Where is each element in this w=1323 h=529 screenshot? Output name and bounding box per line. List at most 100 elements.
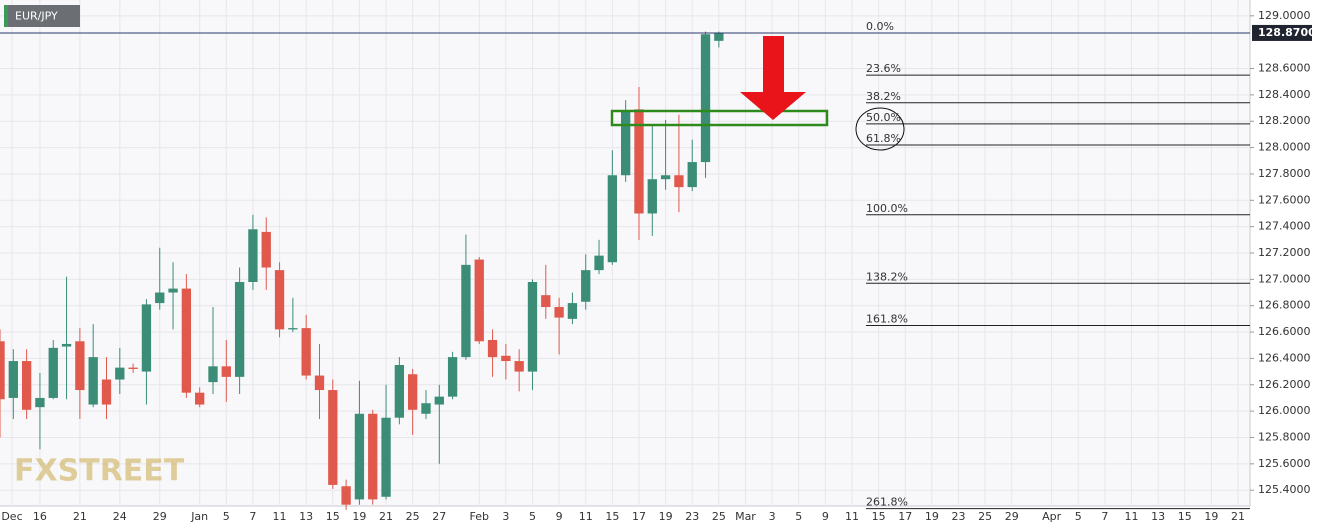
candle-body: [394, 365, 405, 418]
candle-body: [195, 392, 205, 405]
y-tick-label: 126.0000: [1258, 404, 1311, 417]
candle-body: [314, 375, 325, 391]
x-tick-label: 5: [1075, 510, 1082, 523]
candle-body: [581, 270, 591, 302]
candle-body: [714, 32, 724, 41]
candle-body: [61, 343, 72, 347]
x-tick-label: 11: [845, 510, 859, 523]
candle-body: [221, 366, 231, 377]
x-tick-label: 23: [685, 510, 699, 523]
candle-body: [687, 162, 697, 188]
x-tick-label: 11: [273, 510, 287, 523]
candle-body: [368, 413, 378, 500]
fib-label: 138.2%: [866, 270, 908, 283]
candle-body: [700, 34, 711, 163]
candle-body: [288, 328, 298, 330]
down-arrow: [740, 36, 806, 120]
candles: [0, 31, 724, 510]
x-tick-label: 19: [925, 510, 939, 523]
candle-body: [594, 255, 604, 271]
x-tick-label: 9: [556, 510, 563, 523]
fib-label: 261.8%: [866, 496, 908, 509]
overlays: 0.0% 23.6% 38.2% 50.0% 61.8% 100.0% 138.2% 161.…: [0, 20, 1316, 510]
x-tick-label: 25: [712, 510, 726, 523]
candle-body: [461, 264, 471, 358]
y-tick-label: 127.2000: [1258, 246, 1311, 259]
candle-body: [48, 347, 58, 398]
y-tick-label: 126.8000: [1258, 299, 1311, 312]
x-tick-label: 27: [432, 510, 446, 523]
x-tick-label: 9: [822, 510, 829, 523]
candle-body: [541, 295, 551, 308]
x-tick-label: 23: [951, 510, 965, 523]
x-tick-label: 19: [659, 510, 673, 523]
fib-label: 38.2%: [866, 90, 901, 103]
candle-body: [101, 379, 112, 405]
y-tick-label: 125.4000: [1258, 483, 1311, 496]
y-tick-label: 126.6000: [1258, 325, 1311, 338]
price-axis-background: [1250, 0, 1323, 529]
fib-label: 161.8%: [866, 312, 908, 325]
last-price-label: 128.8700: [1258, 26, 1316, 39]
x-tick-label: 24: [113, 510, 127, 523]
y-tick-label: 126.4000: [1258, 351, 1311, 364]
x-tick-label: 25: [978, 510, 992, 523]
candle-body: [621, 112, 631, 176]
x-tick-label: 25: [406, 510, 420, 523]
candle-body: [607, 175, 618, 263]
y-tick-label: 127.0000: [1258, 272, 1311, 285]
y-tick-label: 125.6000: [1258, 457, 1311, 470]
x-tick-label: 16: [33, 510, 47, 523]
candle-body: [75, 341, 85, 391]
candle-body: [168, 288, 178, 293]
x-tick-label: 5: [223, 510, 230, 523]
candle-body: [341, 486, 351, 505]
last-price-tag: [1252, 24, 1312, 41]
candle-body: [328, 390, 338, 485]
candle-body: [21, 361, 32, 410]
candle-body: [274, 270, 285, 330]
candle-body: [354, 413, 365, 500]
candle-body: [527, 281, 538, 372]
x-tick-label: 11: [579, 510, 593, 523]
candle-body: [261, 231, 271, 268]
candle-body: [408, 374, 418, 410]
y-tick-label: 125.8000: [1258, 430, 1311, 443]
candle-body: [208, 366, 218, 383]
fib-label: 100.0%: [866, 202, 908, 215]
candle-body: [155, 292, 165, 304]
candle-body: [115, 367, 125, 380]
candle-body: [634, 109, 644, 214]
resistance-zone: [610, 109, 829, 127]
y-tick-label: 128.2000: [1258, 114, 1311, 127]
candle-body: [660, 175, 671, 180]
candle-body: [88, 357, 98, 405]
y-tick-label: 128.4000: [1258, 88, 1311, 101]
y-tick-label: 128.0000: [1258, 141, 1311, 154]
fib-circle: [855, 107, 905, 151]
symbol-label: EUR/JPY: [15, 10, 58, 23]
y-tick-label: 127.8000: [1258, 167, 1311, 180]
x-tick-label: Mar: [735, 510, 756, 523]
x-tick-label: 15: [326, 510, 340, 523]
candle-body: [501, 355, 511, 362]
candle-body: [0, 341, 5, 400]
x-tick-label: 13: [299, 510, 313, 523]
symbol-marker: [4, 5, 8, 27]
candle-body: [301, 328, 311, 376]
candle-body: [514, 361, 524, 372]
candle-body: [128, 367, 138, 369]
candle-body: [674, 175, 684, 188]
x-tick-label: 3: [502, 510, 509, 523]
fib-label: 50.0%: [866, 111, 901, 124]
candle-body: [487, 339, 498, 358]
x-tick-label: 15: [605, 510, 619, 523]
y-tick-label: 128.6000: [1258, 62, 1311, 75]
candle-body: [141, 304, 152, 372]
x-tick-label: 17: [898, 510, 912, 523]
y-tick-label: 126.2000: [1258, 378, 1311, 391]
fib-label: 0.0%: [866, 20, 894, 33]
y-tick-label: 127.4000: [1258, 220, 1311, 233]
x-tick-label: 5: [529, 510, 536, 523]
x-tick-label: Feb: [469, 510, 488, 523]
